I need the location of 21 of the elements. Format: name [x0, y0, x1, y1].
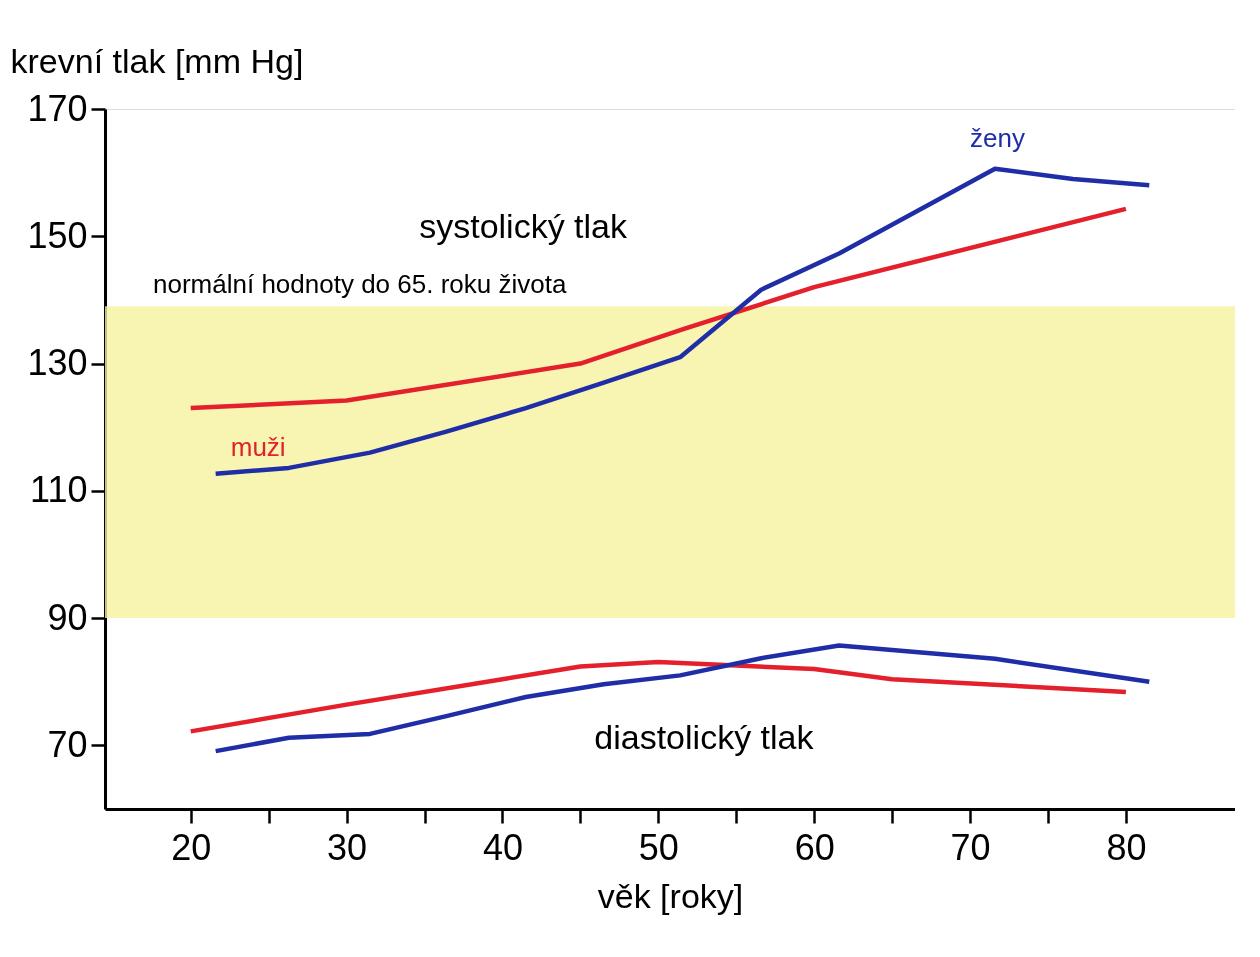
y-tick-label: 90 — [47, 596, 88, 638]
band-label: normální hodnoty do 65. roku života — [153, 269, 567, 300]
y-axis-title: krevní tlak [mm Hg] — [10, 41, 304, 80]
x-tick-label: 20 — [171, 826, 212, 868]
x-axis-title: věk [roky] — [597, 876, 744, 915]
annotation: systolický tlak — [419, 207, 628, 245]
line-series — [213, 643, 1152, 754]
x-tick-label: 70 — [950, 826, 991, 868]
series-label: ženy — [969, 122, 1025, 153]
y-tick-label: 70 — [47, 723, 88, 765]
x-tick-label: 40 — [482, 826, 523, 868]
y-tick-label: 130 — [27, 342, 88, 384]
y-tick-label: 110 — [30, 469, 88, 511]
x-tick-label: 30 — [327, 826, 368, 868]
annotation: diastolický tlak — [594, 718, 815, 756]
x-tick-label: 60 — [794, 826, 835, 868]
series-label: muži — [230, 432, 286, 463]
y-tick-label: 150 — [27, 214, 88, 256]
y-tick-label: 170 — [27, 87, 88, 129]
x-tick-label: 50 — [638, 826, 679, 868]
x-tick-label: 80 — [1106, 826, 1147, 868]
